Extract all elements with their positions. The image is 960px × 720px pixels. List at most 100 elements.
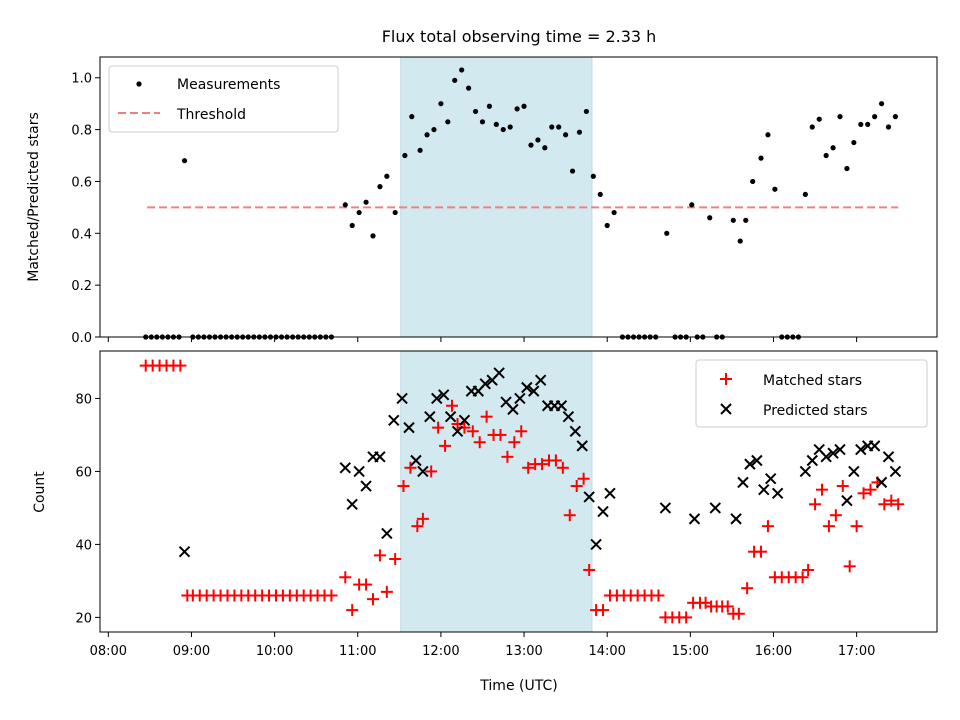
predicted-stars-point bbox=[806, 454, 818, 467]
predicted-stars-point bbox=[820, 451, 832, 463]
top-axes-frame bbox=[99, 56, 938, 338]
predicted-stars-point bbox=[417, 465, 429, 478]
matched-stars-point bbox=[339, 571, 352, 584]
legend-threshold-label: Threshold bbox=[176, 107, 246, 123]
predicted-stars-point bbox=[841, 494, 853, 507]
matched-stars-point bbox=[864, 483, 877, 496]
matched-stars-point bbox=[445, 399, 458, 412]
predicted-stars-point bbox=[381, 527, 393, 540]
measurement-point bbox=[514, 106, 520, 112]
matched-stars-point bbox=[373, 549, 386, 562]
measurement-point bbox=[858, 121, 864, 128]
measurement-point bbox=[611, 209, 617, 216]
matched-stars-point bbox=[741, 582, 754, 595]
measurement-point bbox=[363, 199, 369, 205]
matched-stars-point bbox=[556, 461, 569, 474]
predicted-stars-point bbox=[730, 513, 742, 525]
matched-stars-point bbox=[536, 458, 549, 471]
observing-time-shade-top bbox=[400, 56, 593, 338]
bottom-legend: Matched stars Predicted stars bbox=[695, 359, 928, 428]
matched-stars-point bbox=[597, 604, 610, 617]
matched-stars-point bbox=[577, 472, 590, 485]
predicted-stars-point bbox=[479, 378, 491, 390]
predicted-stars-point bbox=[360, 480, 372, 492]
matched-stars-point bbox=[508, 436, 521, 449]
predicted-stars-point bbox=[521, 381, 533, 394]
predicted-stars-point bbox=[353, 465, 365, 478]
predicted-stars-point bbox=[514, 392, 526, 405]
y-tick-label: 40 bbox=[75, 538, 92, 553]
matched-stars-point bbox=[802, 563, 815, 576]
y-tick-label: 0.0 bbox=[71, 331, 92, 346]
measurement-point bbox=[377, 184, 383, 190]
predicted-stars-point bbox=[583, 491, 595, 503]
matched-stars-point bbox=[732, 607, 745, 620]
predicted-stars-point bbox=[178, 546, 191, 558]
predicted-stars-point bbox=[534, 374, 547, 386]
y-tick-label: 60 bbox=[75, 465, 92, 480]
predicted-stars-point bbox=[848, 465, 860, 478]
predicted-stars-point bbox=[590, 538, 602, 551]
matched-stars-point bbox=[501, 450, 514, 463]
top-legend: Measurements Threshold bbox=[108, 65, 339, 133]
bottom-axes-frame bbox=[99, 350, 938, 633]
matched-stars-point bbox=[466, 425, 479, 438]
matched-stars-point bbox=[397, 480, 410, 493]
predicted-stars-point bbox=[889, 465, 902, 478]
measurement-point bbox=[445, 119, 451, 125]
predicted-stars-point bbox=[555, 400, 568, 412]
x-tick-label: 16:00 bbox=[755, 644, 792, 659]
predicted-stars-point bbox=[576, 440, 588, 452]
matched-stars-point bbox=[892, 498, 905, 511]
measurement-point bbox=[844, 165, 850, 172]
predicted-stars-point bbox=[339, 462, 351, 474]
x-tick-label: 08:00 bbox=[90, 644, 127, 659]
top-panel: 0.0 0.2 0.4 0.6 0.8 1.0 Matched/Predicted sta… bbox=[26, 56, 938, 346]
bottom-y-axis-label: Count bbox=[32, 471, 48, 513]
matched-stars-point bbox=[836, 480, 849, 493]
measurement-point bbox=[349, 222, 355, 229]
bottom-y-axis-ticks: 20 40 60 80 bbox=[75, 392, 100, 626]
predicted-stars-point bbox=[771, 487, 784, 500]
measurement-point bbox=[438, 101, 444, 107]
measurement-point bbox=[590, 173, 596, 179]
measurement-point bbox=[500, 126, 506, 133]
matched-stars-points bbox=[139, 359, 905, 624]
measurement-point bbox=[730, 217, 736, 223]
predicted-stars-point bbox=[751, 454, 763, 467]
x-tick-label: 10:00 bbox=[256, 644, 293, 659]
matched-stars-point bbox=[822, 520, 835, 533]
measurement-point bbox=[521, 103, 527, 109]
bottom-panel: 20 40 60 80 08:00 09:00 10:00 11:00 12:00 13:00 1… bbox=[32, 350, 938, 694]
measurement-point bbox=[452, 77, 458, 83]
measurement-point bbox=[486, 103, 492, 109]
y-tick-label: 80 bbox=[75, 392, 92, 407]
measurement-point bbox=[583, 108, 590, 115]
matched-stars-point bbox=[473, 436, 486, 449]
measurement-point bbox=[664, 230, 670, 236]
predicted-stars-point bbox=[403, 421, 415, 434]
top-x-axis-ticks bbox=[107, 337, 858, 342]
matched-stars-point bbox=[850, 520, 863, 533]
x-tick-label: 15:00 bbox=[672, 644, 709, 659]
predicted-stars-point bbox=[507, 403, 519, 416]
predicted-stars-points bbox=[178, 367, 902, 558]
matched-stars-point bbox=[857, 487, 870, 500]
top-y-axis-label: Matched/Predicted stars bbox=[26, 112, 42, 282]
x-tick-label: 13:00 bbox=[505, 644, 542, 659]
measurement-point bbox=[466, 85, 472, 91]
measurement-point bbox=[576, 129, 583, 135]
predicted-stars-point bbox=[396, 392, 408, 405]
predicted-stars-point bbox=[493, 367, 505, 379]
matched-stars-point bbox=[570, 480, 583, 493]
matched-stars-point bbox=[480, 410, 493, 423]
matched-stars-point bbox=[522, 461, 535, 474]
matched-stars-point bbox=[652, 589, 665, 602]
matched-stars-point bbox=[411, 520, 424, 533]
measurement-point bbox=[472, 108, 479, 115]
x-tick-label: 14:00 bbox=[588, 644, 625, 659]
legend-measurements-label: Measurements bbox=[177, 77, 280, 93]
legend-predicted-label: Predicted stars bbox=[763, 403, 868, 419]
measurement-point bbox=[737, 238, 743, 244]
measurement-point bbox=[802, 191, 808, 198]
